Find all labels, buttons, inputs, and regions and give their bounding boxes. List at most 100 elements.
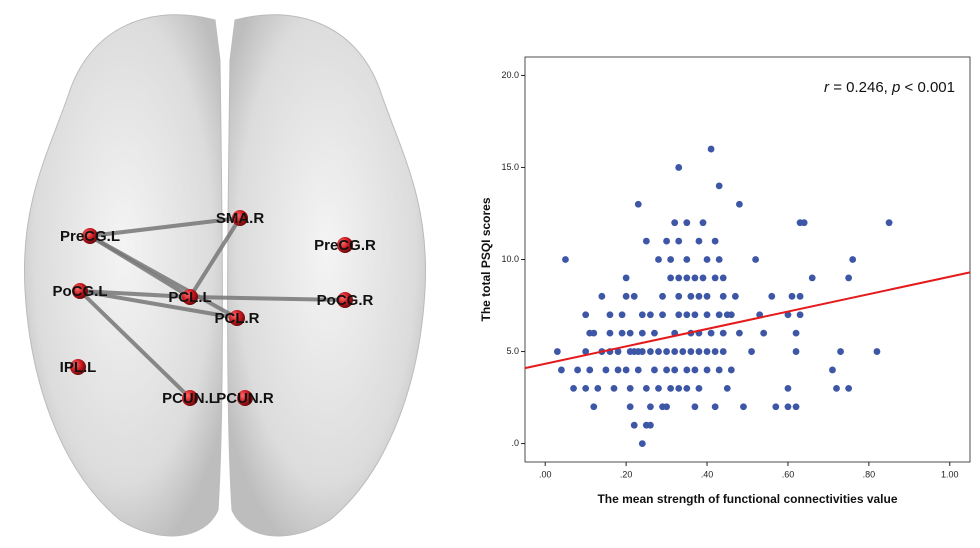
point <box>574 367 581 374</box>
point <box>683 311 690 318</box>
point <box>845 385 852 392</box>
point <box>768 293 775 300</box>
point <box>789 293 796 300</box>
point <box>655 256 662 263</box>
annotation-part: < 0.001 <box>900 79 955 96</box>
annotation: r = 0.246, p < 0.001 <box>824 79 955 96</box>
point <box>696 385 703 392</box>
point <box>886 219 893 226</box>
point <box>615 367 622 374</box>
point <box>740 403 747 410</box>
point <box>671 348 678 355</box>
node-label: PreCG.R <box>314 237 376 254</box>
point <box>611 385 618 392</box>
point <box>712 348 719 355</box>
node-label: PCUN.R <box>216 390 274 407</box>
point <box>663 367 670 374</box>
point <box>692 311 699 318</box>
point <box>635 367 642 374</box>
point <box>655 348 662 355</box>
point <box>647 311 654 318</box>
point <box>712 403 719 410</box>
point <box>683 367 690 374</box>
point <box>643 385 650 392</box>
point <box>594 385 601 392</box>
point <box>643 238 650 245</box>
x-tick-label: 1.00 <box>941 469 959 479</box>
point <box>663 238 670 245</box>
point <box>582 311 589 318</box>
x-tick-label: .00 <box>539 469 552 479</box>
point <box>651 367 658 374</box>
node-label: PCL.R <box>215 310 260 327</box>
point <box>639 440 646 447</box>
point <box>659 293 666 300</box>
point <box>692 367 699 374</box>
point <box>647 422 654 429</box>
point <box>683 385 690 392</box>
node-label: PoCG.R <box>317 292 374 309</box>
y-tick-label: 5.0 <box>506 346 519 356</box>
node-label: PreCG.L <box>60 228 120 245</box>
point <box>639 330 646 337</box>
point <box>728 311 735 318</box>
node-label: SMA.R <box>216 210 265 227</box>
x-tick-label: .40 <box>701 469 714 479</box>
point <box>728 367 735 374</box>
annotation-part: p <box>891 79 900 96</box>
point <box>675 311 682 318</box>
point <box>679 348 686 355</box>
point <box>603 367 610 374</box>
annotation-part: = 0.246, <box>829 79 892 96</box>
point <box>607 311 614 318</box>
point <box>736 330 743 337</box>
y-axis-title: The total PSQI scores <box>479 197 493 321</box>
x-tick-label: .60 <box>782 469 795 479</box>
point <box>797 293 804 300</box>
point <box>716 367 723 374</box>
point <box>590 403 597 410</box>
x-axis-title: The mean strength of functional connecti… <box>597 492 897 506</box>
right-hemisphere <box>228 15 426 536</box>
point <box>671 367 678 374</box>
point <box>692 275 699 282</box>
point <box>700 219 707 226</box>
x-tick-label: .80 <box>863 469 876 479</box>
point <box>623 275 630 282</box>
point <box>619 330 626 337</box>
point <box>675 293 682 300</box>
scatter-plot: .05.010.015.020.0.00.20.40.60.801.00r = … <box>479 57 970 506</box>
point <box>683 219 690 226</box>
point <box>631 293 638 300</box>
point <box>635 201 642 208</box>
point <box>704 293 711 300</box>
point <box>829 367 836 374</box>
x-tick-label: .20 <box>620 469 633 479</box>
point <box>590 330 597 337</box>
point <box>724 385 731 392</box>
point <box>663 403 670 410</box>
point <box>837 348 844 355</box>
point <box>708 146 715 153</box>
point <box>623 367 630 374</box>
point <box>647 348 654 355</box>
point <box>716 256 723 263</box>
point <box>607 330 614 337</box>
point <box>675 275 682 282</box>
point <box>675 385 682 392</box>
point <box>704 348 711 355</box>
point <box>833 385 840 392</box>
point <box>692 403 699 410</box>
point <box>639 348 646 355</box>
point <box>704 256 711 263</box>
point <box>712 238 719 245</box>
point <box>785 385 792 392</box>
point <box>558 367 565 374</box>
point <box>570 385 577 392</box>
point <box>696 348 703 355</box>
point <box>772 403 779 410</box>
point <box>785 403 792 410</box>
point <box>683 256 690 263</box>
point <box>704 311 711 318</box>
point <box>663 348 670 355</box>
